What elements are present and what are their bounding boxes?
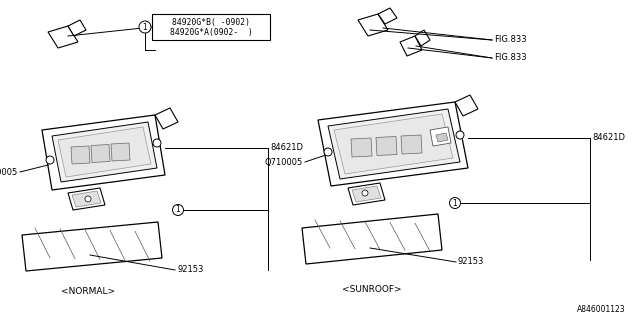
Text: Q710005: Q710005 xyxy=(265,157,303,166)
Polygon shape xyxy=(48,26,78,48)
Circle shape xyxy=(153,139,161,147)
Text: A846001123: A846001123 xyxy=(577,305,626,314)
Polygon shape xyxy=(351,138,372,157)
Polygon shape xyxy=(72,191,101,207)
Polygon shape xyxy=(400,36,422,56)
Circle shape xyxy=(449,197,461,209)
Polygon shape xyxy=(318,102,468,186)
Polygon shape xyxy=(378,8,397,24)
Polygon shape xyxy=(58,127,151,177)
Text: 92153: 92153 xyxy=(458,258,484,267)
Polygon shape xyxy=(155,108,178,129)
Polygon shape xyxy=(71,146,90,164)
Polygon shape xyxy=(111,143,130,161)
Polygon shape xyxy=(91,145,110,163)
Polygon shape xyxy=(334,114,453,174)
Text: FIG.833: FIG.833 xyxy=(494,36,527,44)
Polygon shape xyxy=(401,135,422,154)
Text: 84920G*B( -0902): 84920G*B( -0902) xyxy=(172,18,250,27)
Polygon shape xyxy=(68,188,105,210)
Text: Q710005: Q710005 xyxy=(0,167,18,177)
Polygon shape xyxy=(42,115,165,190)
Circle shape xyxy=(362,190,368,196)
Text: FIG.833: FIG.833 xyxy=(494,53,527,62)
Polygon shape xyxy=(455,95,478,116)
Polygon shape xyxy=(302,214,442,264)
Text: 84920G*A(0902-  ): 84920G*A(0902- ) xyxy=(170,28,252,37)
Circle shape xyxy=(173,204,184,215)
Circle shape xyxy=(46,156,54,164)
Circle shape xyxy=(85,196,91,202)
Text: <NORMAL>: <NORMAL> xyxy=(61,287,115,297)
Text: 1: 1 xyxy=(143,22,147,31)
Text: 84621D: 84621D xyxy=(592,133,625,142)
Polygon shape xyxy=(358,14,388,36)
Circle shape xyxy=(456,131,464,139)
Polygon shape xyxy=(22,222,162,271)
Polygon shape xyxy=(352,186,381,202)
Polygon shape xyxy=(436,133,448,142)
Circle shape xyxy=(139,21,151,33)
Polygon shape xyxy=(348,183,385,205)
Text: 1: 1 xyxy=(175,205,180,214)
Text: <SUNROOF>: <SUNROOF> xyxy=(342,285,402,294)
Polygon shape xyxy=(430,127,451,146)
Circle shape xyxy=(324,148,332,156)
Bar xyxy=(152,14,270,40)
Polygon shape xyxy=(52,122,157,182)
Polygon shape xyxy=(376,137,397,156)
Polygon shape xyxy=(415,30,430,46)
Polygon shape xyxy=(328,109,460,179)
Text: 92153: 92153 xyxy=(177,266,204,275)
Text: 84621D: 84621D xyxy=(270,143,303,153)
Polygon shape xyxy=(68,20,86,36)
Text: 1: 1 xyxy=(452,198,458,207)
